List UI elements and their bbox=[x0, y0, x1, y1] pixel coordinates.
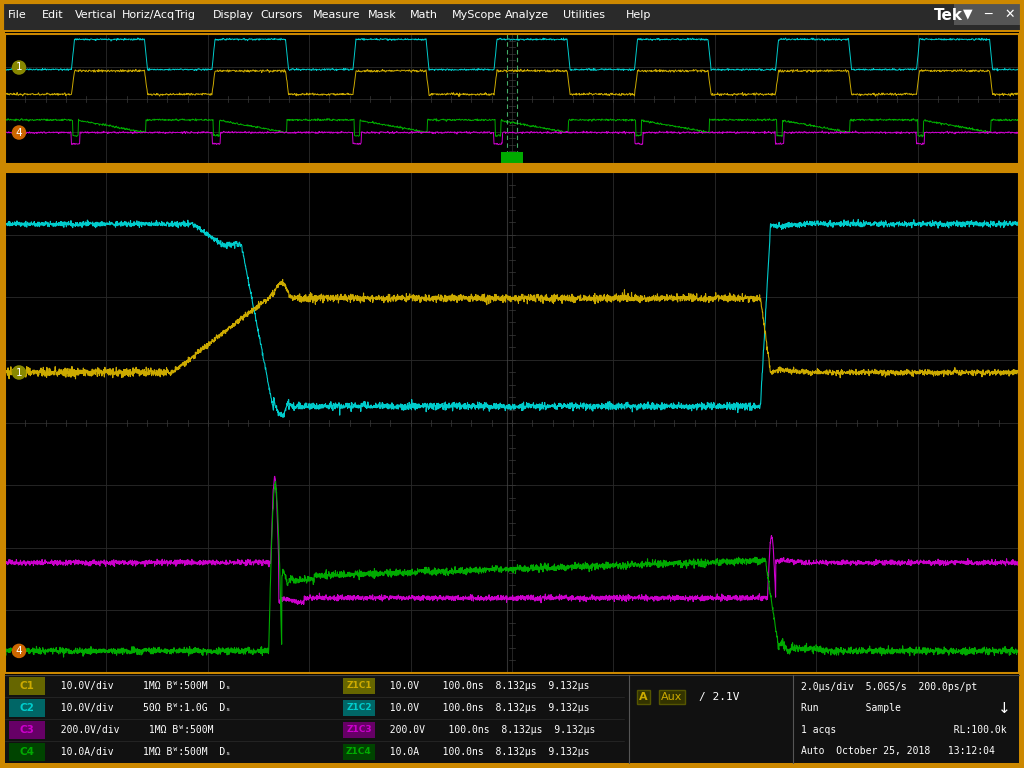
Text: 200.0V    100.0ns  8.132μs  9.132μs: 200.0V 100.0ns 8.132μs 9.132μs bbox=[378, 725, 595, 735]
Text: Display: Display bbox=[213, 10, 254, 20]
Text: C1: C1 bbox=[19, 681, 35, 691]
Text: 1: 1 bbox=[15, 368, 23, 378]
Text: Vertical: Vertical bbox=[75, 10, 117, 20]
Text: C3: C3 bbox=[19, 725, 35, 735]
Text: Z1C3: Z1C3 bbox=[346, 726, 372, 734]
Text: / 2.1V: / 2.1V bbox=[699, 692, 739, 702]
Bar bbox=[5, 164, 1019, 172]
Bar bbox=[5, 32, 1019, 675]
Text: Tek: Tek bbox=[934, 8, 963, 22]
Text: 10.0A    100.0ns  8.132μs  9.132μs: 10.0A 100.0ns 8.132μs 9.132μs bbox=[378, 747, 590, 757]
Text: 1 acqs                    RL:100.0k: 1 acqs RL:100.0k bbox=[801, 724, 1007, 734]
Bar bbox=[904, 0, 1024, 30]
Text: Analyze: Analyze bbox=[505, 10, 549, 20]
Text: 10.0V    100.0ns  8.132μs  9.132μs: 10.0V 100.0ns 8.132μs 9.132μs bbox=[378, 703, 590, 713]
Text: 10.0A/div     1MΩ Bᵂ:500M  Dₛ: 10.0A/div 1MΩ Bᵂ:500M Dₛ bbox=[49, 747, 231, 757]
Bar bbox=[5, 172, 1019, 673]
Text: Utilities: Utilities bbox=[563, 10, 605, 20]
Text: 200.0V/div     1MΩ Bᵂ:500M: 200.0V/div 1MΩ Bᵂ:500M bbox=[49, 725, 225, 735]
Text: Help: Help bbox=[626, 10, 651, 20]
Text: ▼: ▼ bbox=[964, 8, 973, 21]
Bar bbox=[974, 3, 998, 25]
Text: Z1C2: Z1C2 bbox=[346, 703, 372, 713]
Text: ─: ─ bbox=[984, 8, 992, 21]
Bar bbox=[343, 722, 375, 738]
Text: Trig: Trig bbox=[175, 10, 195, 20]
Text: Cursors: Cursors bbox=[260, 10, 302, 20]
Text: C4: C4 bbox=[19, 747, 35, 757]
Text: Z1C1: Z1C1 bbox=[346, 681, 372, 690]
Text: 10.0V    100.0ns  8.132μs  9.132μs: 10.0V 100.0ns 8.132μs 9.132μs bbox=[378, 681, 590, 691]
Text: 1: 1 bbox=[15, 62, 23, 72]
Text: Z1C4: Z1C4 bbox=[346, 747, 372, 756]
Bar bbox=[9, 721, 45, 739]
Text: Run        Sample: Run Sample bbox=[801, 703, 901, 713]
Bar bbox=[343, 700, 375, 716]
Text: Math: Math bbox=[410, 10, 438, 20]
Text: Edit: Edit bbox=[42, 10, 63, 20]
Bar bbox=[343, 744, 375, 760]
Text: Aux: Aux bbox=[662, 692, 682, 702]
Text: 4: 4 bbox=[15, 127, 23, 137]
Bar bbox=[996, 3, 1020, 25]
Bar bbox=[954, 3, 978, 25]
Text: C2: C2 bbox=[19, 703, 35, 713]
Text: ↓: ↓ bbox=[997, 701, 1011, 716]
Text: Horiz/Acq: Horiz/Acq bbox=[122, 10, 175, 20]
Text: ✕: ✕ bbox=[1005, 8, 1015, 21]
Text: Mask: Mask bbox=[368, 10, 396, 20]
Text: Measure: Measure bbox=[313, 10, 360, 20]
Bar bbox=[9, 677, 45, 695]
Text: File: File bbox=[8, 10, 27, 20]
Text: Auto  October 25, 2018   13:12:04: Auto October 25, 2018 13:12:04 bbox=[801, 746, 995, 756]
Bar bbox=[9, 699, 45, 717]
Bar bbox=[9, 743, 45, 761]
Bar bbox=[0, 0, 1024, 30]
Text: 2.0μs/div  5.0GS/s  200.0ps/pt: 2.0μs/div 5.0GS/s 200.0ps/pt bbox=[801, 682, 977, 692]
Text: 4: 4 bbox=[15, 646, 23, 656]
Text: 10.0V/div     50Ω Bᵂ:1.0G  Dₛ: 10.0V/div 50Ω Bᵂ:1.0G Dₛ bbox=[49, 703, 231, 713]
Text: 10.0V/div     1MΩ Bᵂ:500M  Dₛ: 10.0V/div 1MΩ Bᵂ:500M Dₛ bbox=[49, 681, 231, 691]
Bar bbox=[5, 34, 1019, 164]
Bar bbox=[343, 678, 375, 694]
Text: A: A bbox=[639, 692, 647, 702]
Bar bbox=[501, 152, 523, 164]
Text: MyScope: MyScope bbox=[452, 10, 502, 20]
Bar bbox=[5, 675, 1019, 763]
